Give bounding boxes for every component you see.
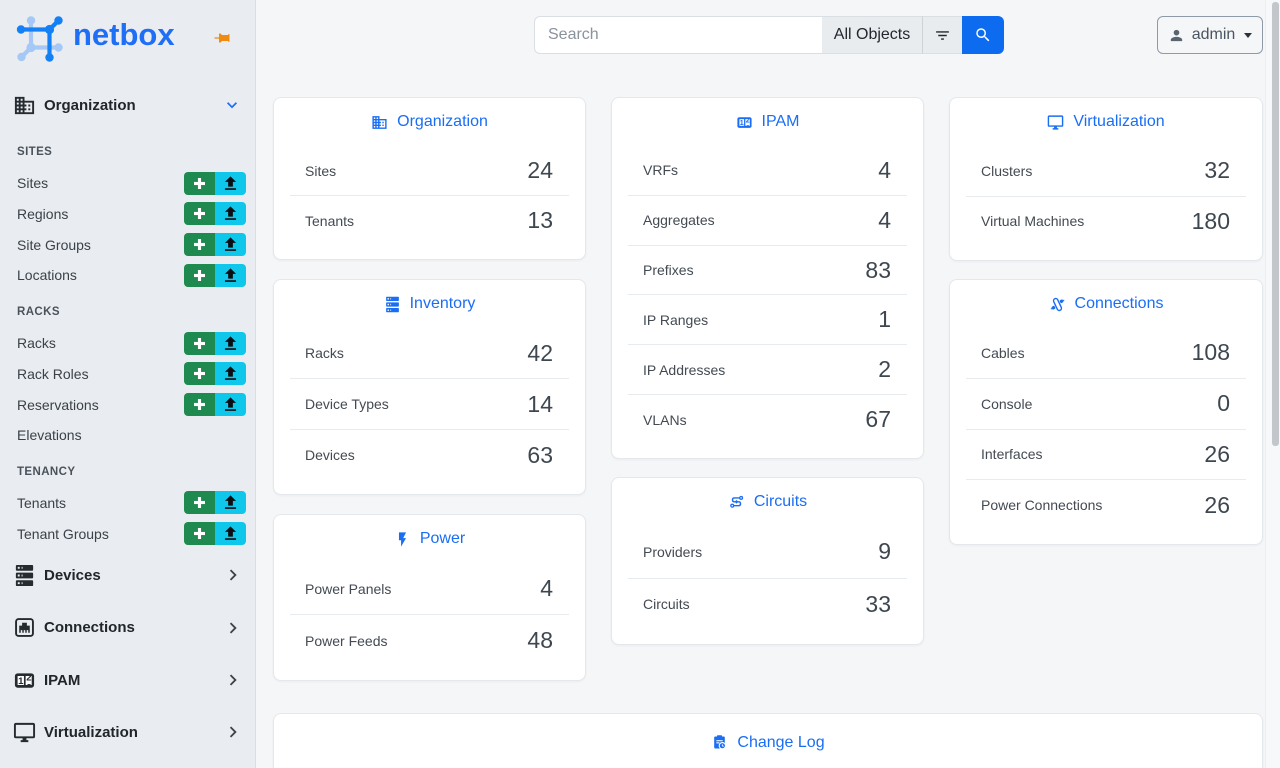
svg-text:3: 3 bbox=[745, 123, 749, 130]
svg-text:3: 3 bbox=[26, 682, 31, 692]
svg-text:1: 1 bbox=[739, 119, 743, 127]
svg-text:1: 1 bbox=[18, 675, 24, 686]
svg-text:2: 2 bbox=[745, 116, 749, 124]
svg-text:2: 2 bbox=[26, 672, 31, 683]
